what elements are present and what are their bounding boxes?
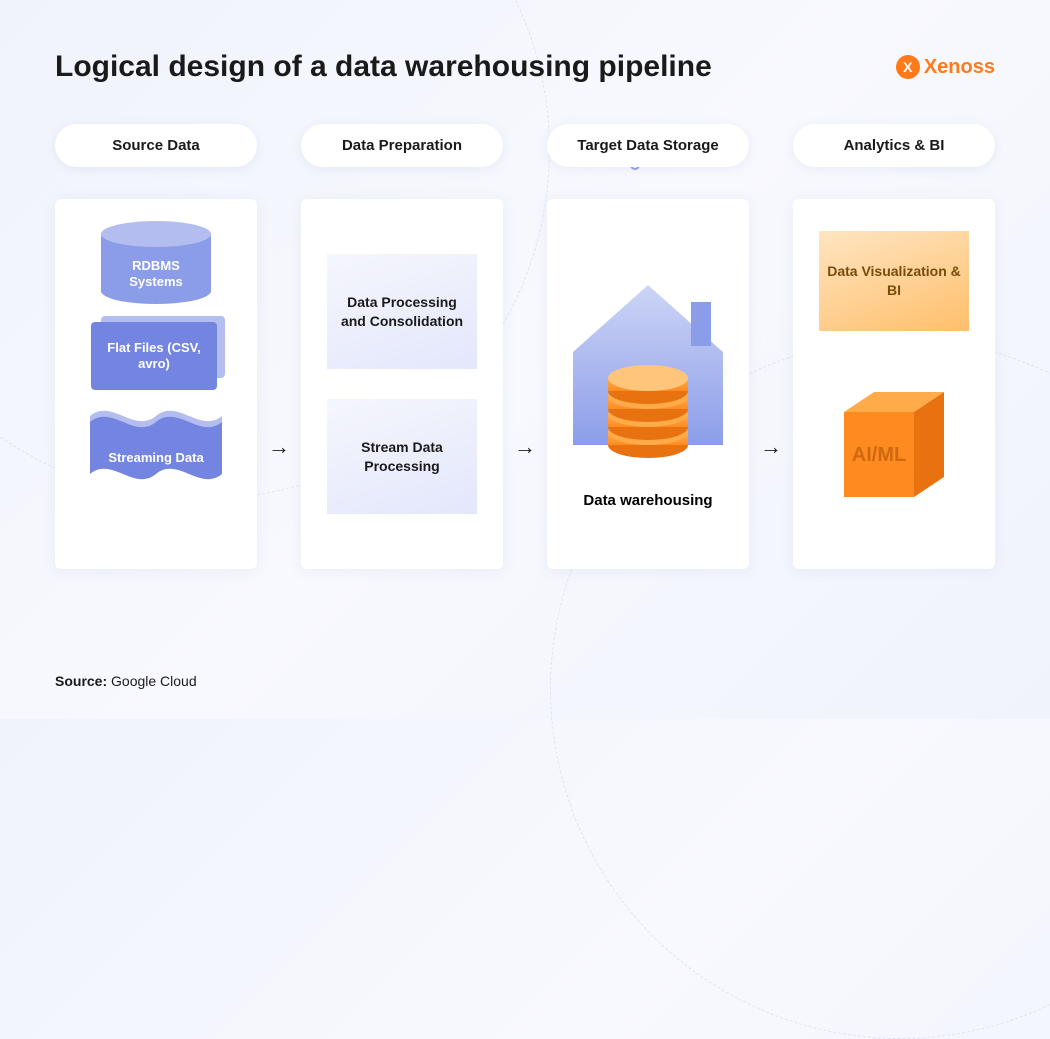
diagram-container: Logical design of a data warehousing pip… — [0, 0, 1050, 719]
data-viz-box: Data Visualization & BI — [819, 231, 969, 331]
flat-file-icon: Flat Files (CSV, avro) — [91, 322, 221, 390]
stage-card-analytics: Data Visualization & BI AI/ML — [793, 199, 995, 569]
stage-label-source: Source Data — [55, 124, 257, 167]
stage-target: Target Data Storage — [547, 124, 749, 569]
streaming-wave-icon: Streaming Data — [90, 402, 222, 492]
stage-label-analytics: Analytics & BI — [793, 124, 995, 167]
ai-ml-cube-icon: AI/ML — [824, 377, 964, 517]
flat-file-label: Flat Files (CSV, avro) — [91, 340, 217, 373]
warehouse-label: Data warehousing — [563, 492, 733, 509]
brand-logo: X Xenoss — [896, 55, 995, 79]
stream-processing-box: Stream Data Processing — [327, 399, 477, 514]
stage-card-source: RDBMS Systems Flat Files (CSV, avro) Str… — [55, 199, 257, 569]
arrow-icon: → — [749, 124, 793, 569]
source-attribution: Source: Google Cloud — [55, 673, 197, 689]
stage-card-prep: Data Processing and Consolidation Stream… — [301, 199, 503, 569]
page-title: Logical design of a data warehousing pip… — [55, 50, 712, 84]
source-value: Google Cloud — [111, 673, 197, 689]
stage-label-prep: Data Preparation — [301, 124, 503, 167]
batch-processing-label: Data Processing and Consolidation — [337, 293, 467, 331]
arrow-icon: → — [257, 124, 301, 569]
logo-icon: X — [896, 55, 920, 79]
arrow-icon: → — [503, 124, 547, 569]
rdbms-label: RDBMS Systems — [107, 258, 205, 291]
warehouse-icon: Data warehousing — [563, 280, 733, 509]
streaming-label: Streaming Data — [90, 450, 222, 466]
stage-prep: Data Preparation Data Processing and Con… — [301, 124, 503, 569]
stage-card-target: Data warehousing — [547, 199, 749, 569]
rdbms-cylinder-icon: RDBMS Systems — [101, 221, 211, 304]
data-viz-label: Data Visualization & BI — [819, 262, 969, 300]
stage-source: Source Data RDBMS Systems Flat Files (CS… — [55, 124, 257, 569]
stream-processing-label: Stream Data Processing — [337, 438, 467, 476]
stage-analytics: Analytics & BI Data Visualization & BI A… — [793, 124, 995, 569]
stage-label-target: Target Data Storage — [547, 124, 749, 167]
ai-ml-label: AI/ML — [852, 444, 906, 466]
source-label: Source: — [55, 673, 107, 689]
header: Logical design of a data warehousing pip… — [55, 50, 995, 84]
batch-processing-box: Data Processing and Consolidation — [327, 254, 477, 369]
pipeline-row: Source Data RDBMS Systems Flat Files (CS… — [55, 124, 995, 569]
logo-text: Xenoss — [924, 56, 995, 79]
